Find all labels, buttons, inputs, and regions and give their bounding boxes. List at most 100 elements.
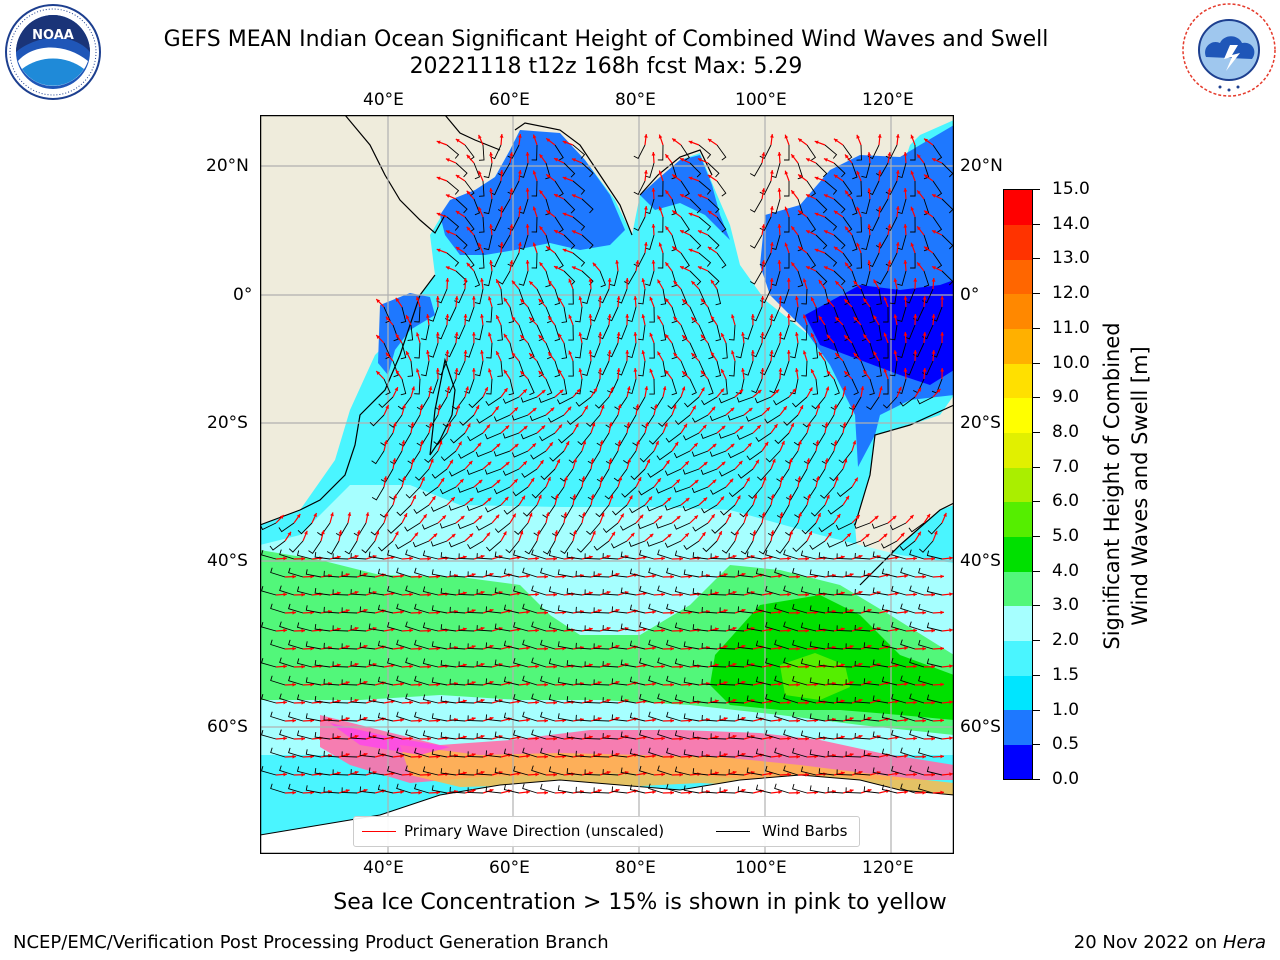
wind-barb <box>522 567 538 578</box>
wind-barb <box>746 659 763 668</box>
wave-arrow-head <box>854 477 858 482</box>
wind-barb <box>926 658 943 668</box>
wave-arrow-head <box>409 664 413 669</box>
wind-barb <box>380 432 394 447</box>
wind-barb <box>623 270 637 285</box>
map-panel[interactable]: Primary Wave Direction (unscaled) Wind B… <box>260 115 954 854</box>
wind-barb <box>379 504 394 518</box>
wind-barb <box>746 551 763 560</box>
wind-barb <box>869 306 875 324</box>
colorbar-tick-label: 11.0 <box>1052 317 1090 338</box>
wave-arrow-head <box>463 314 468 318</box>
wind-barb <box>709 414 727 422</box>
wind-barb <box>710 625 727 632</box>
wave-arrow-head <box>856 206 860 211</box>
wave-arrow-head <box>592 530 596 535</box>
wind-barb <box>872 731 889 740</box>
wind-barb <box>466 468 484 475</box>
wind-barb <box>557 677 574 686</box>
wave-arrow-head <box>395 369 400 374</box>
wind-barb <box>818 696 835 704</box>
wind-barb <box>332 769 349 776</box>
lon-tick-bottom-60e: 60°E <box>489 858 530 878</box>
wave-arrow-head <box>292 718 296 723</box>
wave-arrow-head <box>949 736 953 741</box>
wind-barb <box>827 570 844 578</box>
wind-barb <box>881 540 898 549</box>
wind-barb <box>368 623 385 632</box>
wave-arrow-head <box>940 332 944 336</box>
wave-arrow-head <box>874 515 879 520</box>
wave-arrow-head <box>791 226 795 231</box>
wave-arrow-head <box>454 296 459 300</box>
wind-barb <box>701 606 718 614</box>
wave-arrow-head <box>778 368 783 372</box>
wind-barb <box>863 678 880 686</box>
wind-barb <box>476 697 493 704</box>
wave-arrow-head <box>895 663 899 668</box>
wave-arrow-head <box>913 278 918 282</box>
wave-arrow-head <box>518 170 522 174</box>
wind-barb <box>823 324 830 342</box>
wave-arrow-head <box>922 574 926 579</box>
wind-barb <box>568 288 574 305</box>
wave-arrow-head <box>849 681 854 685</box>
wave-arrow-head <box>445 350 450 354</box>
wind-barb <box>730 522 745 536</box>
map-subtitle: 20221118 t12z 168h fcst Max: 5.29 <box>409 54 803 79</box>
wind-barb <box>749 162 763 177</box>
wave-arrow-head <box>922 368 927 372</box>
wind-barb <box>666 603 682 614</box>
wave-arrow-head <box>787 664 791 669</box>
wave-arrow-head <box>564 476 568 481</box>
wave-arrow-head <box>747 443 752 447</box>
wave-arrow-head <box>445 194 450 198</box>
wave-arrow-head <box>786 278 791 282</box>
wave-arrow-head <box>796 682 800 687</box>
wave-arrow-head <box>478 170 482 175</box>
wave-arrow-head <box>931 556 935 561</box>
wave-arrow-head <box>761 512 766 516</box>
wave-height-map[interactable] <box>260 115 954 854</box>
wind-barb <box>350 589 367 596</box>
wind-barb <box>449 714 466 722</box>
wave-arrow-head <box>450 497 455 502</box>
wave-arrow-head <box>606 662 611 667</box>
wind-barb <box>824 180 838 195</box>
wind-barb <box>680 252 690 269</box>
wind-barb <box>869 342 875 360</box>
wind-barb <box>377 568 394 578</box>
wind-barb <box>536 360 544 378</box>
wave-arrow-head <box>304 530 308 535</box>
wave-arrow-head <box>815 440 820 444</box>
wind-barb <box>548 694 565 704</box>
wave-arrow-head <box>723 645 728 649</box>
wind-barb <box>633 252 646 268</box>
wave-arrow-head <box>525 224 530 228</box>
wind-barb <box>851 306 859 324</box>
wind-barb <box>548 586 565 596</box>
wind-barb <box>770 234 781 250</box>
wind-barb <box>620 659 637 668</box>
wind-barb <box>833 270 846 286</box>
wave-arrow-head <box>391 627 395 632</box>
wave-arrow-head <box>391 699 395 704</box>
wave-arrow-head <box>798 440 802 445</box>
wave-arrow-head <box>310 718 314 723</box>
wave-arrow-head <box>917 154 921 159</box>
wind-barb <box>790 306 799 323</box>
wave-arrow-head <box>526 574 530 578</box>
wave-arrow-head <box>732 590 737 595</box>
wind-barb <box>739 504 754 518</box>
footer-date-text: 20 Nov 2022 on <box>1073 932 1223 953</box>
wave-arrow-head <box>863 298 868 303</box>
wave-arrow-head <box>867 152 872 156</box>
wave-arrow-head <box>853 316 858 321</box>
wave-arrow-head <box>580 645 584 650</box>
wind-barb <box>279 765 295 776</box>
wind-barb <box>503 604 520 614</box>
wind-barb <box>296 730 313 740</box>
wind-barb <box>666 639 682 650</box>
wind-barb <box>604 486 619 500</box>
wind-barb <box>449 678 466 686</box>
